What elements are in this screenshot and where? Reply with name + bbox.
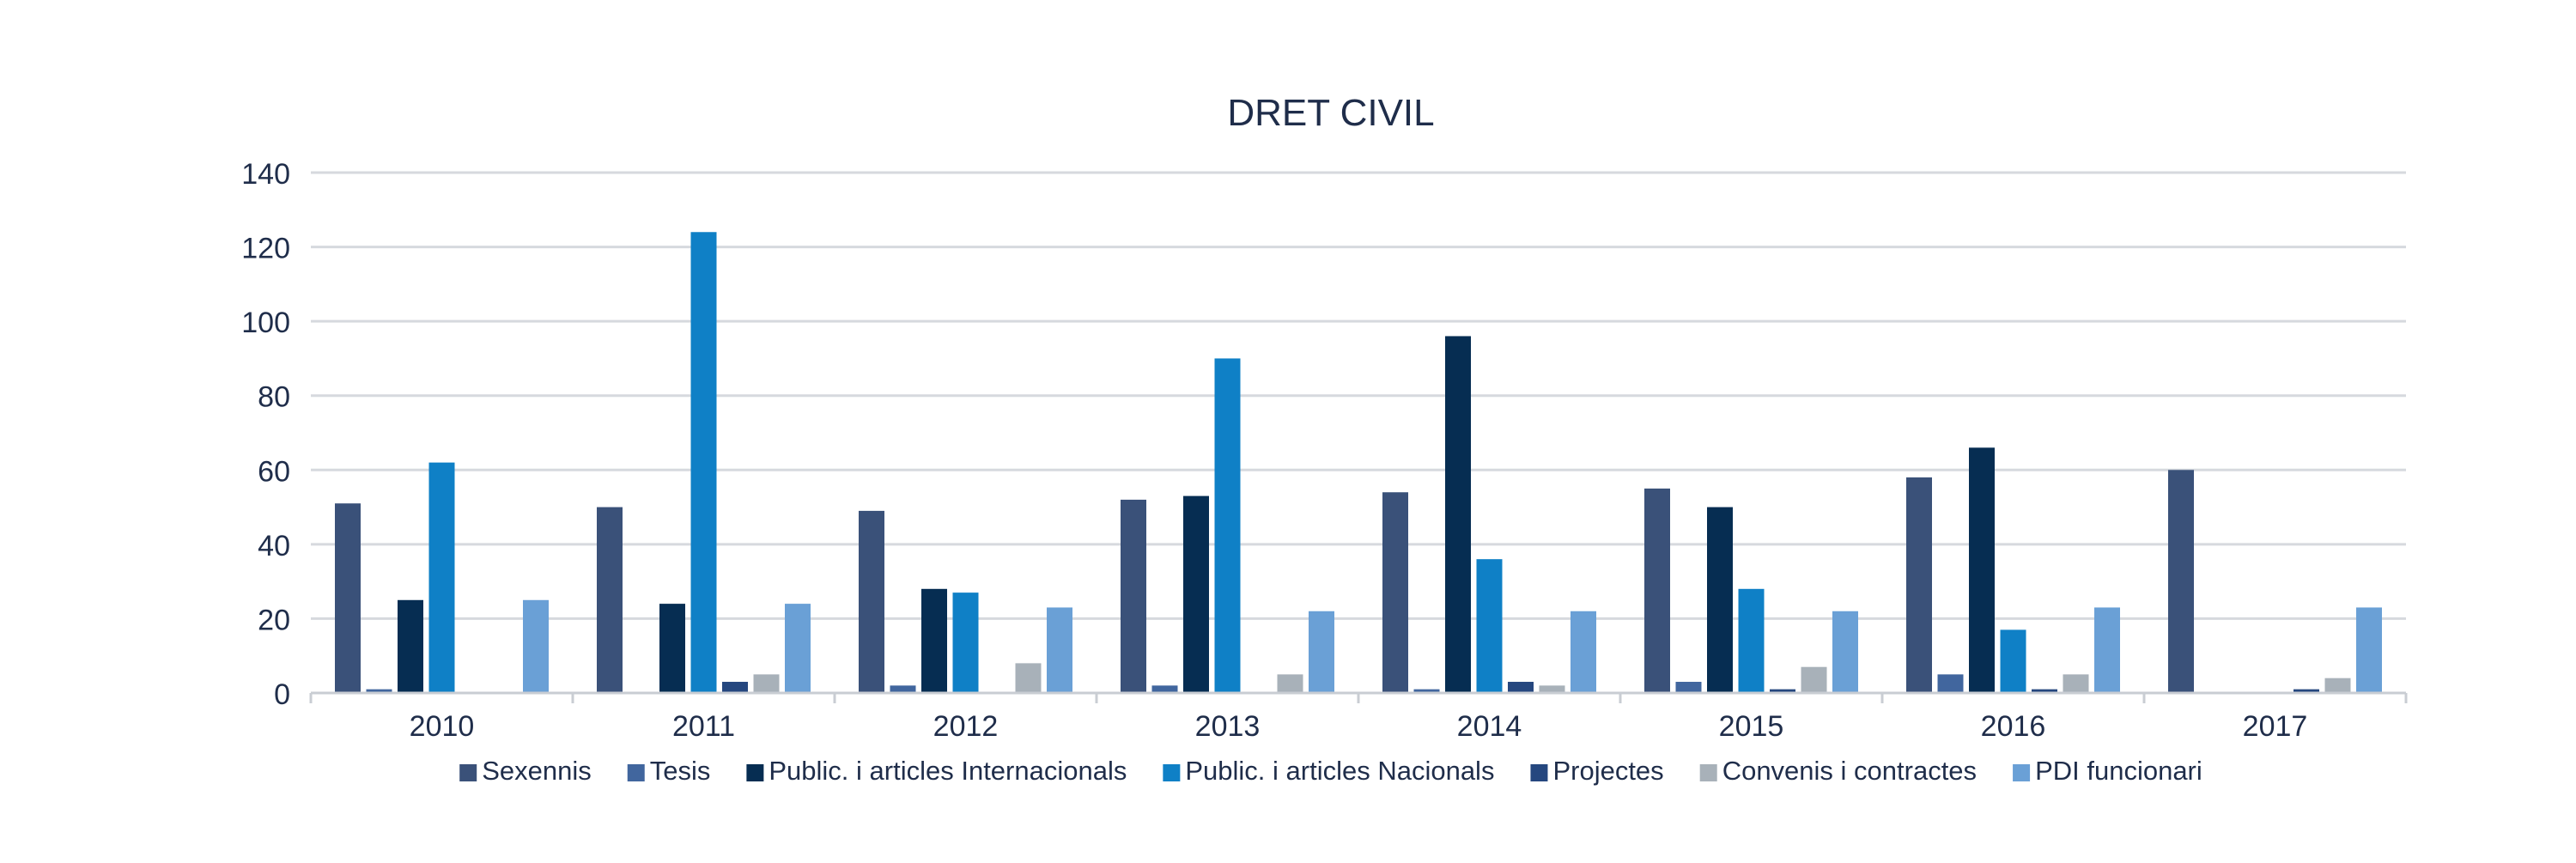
bar bbox=[1539, 685, 1565, 693]
bar bbox=[1214, 358, 1241, 693]
bar bbox=[2063, 674, 2089, 693]
y-axis: 0 20 40 60 80 100 120 140 bbox=[241, 158, 290, 711]
bar bbox=[1047, 607, 1072, 693]
bar bbox=[1675, 682, 1702, 693]
legend-swatch bbox=[1163, 764, 1181, 781]
bar bbox=[1571, 611, 1596, 693]
chart-title: DRET CIVIL bbox=[1227, 92, 1434, 134]
legend-swatch bbox=[627, 764, 645, 781]
bar bbox=[1906, 477, 1932, 693]
bar bbox=[428, 462, 455, 693]
y-tick-label: 20 bbox=[258, 604, 290, 636]
legend-swatch bbox=[1530, 764, 1548, 781]
bar bbox=[2324, 678, 2351, 693]
bar bbox=[859, 510, 884, 693]
y-tick-label: 140 bbox=[241, 158, 290, 191]
bar bbox=[1309, 611, 1334, 693]
bar bbox=[921, 588, 947, 693]
y-tick-label: 0 bbox=[274, 678, 290, 711]
bar bbox=[2032, 689, 2057, 693]
bar bbox=[1445, 336, 1471, 693]
x-tick-label: 2015 bbox=[1719, 710, 1784, 743]
legend-swatch bbox=[1699, 764, 1717, 781]
bar bbox=[659, 604, 685, 693]
bar bbox=[1832, 611, 1858, 693]
bar bbox=[1801, 666, 1827, 693]
bar bbox=[1937, 674, 1964, 693]
gridlines bbox=[311, 171, 2406, 695]
bar bbox=[1277, 674, 1303, 693]
bar bbox=[2094, 607, 2120, 693]
legend-label: Sexennis bbox=[482, 756, 592, 786]
bar bbox=[785, 604, 811, 693]
bar bbox=[1151, 685, 1178, 693]
legend-swatch bbox=[2013, 764, 2031, 781]
legend-label: Tesis bbox=[650, 756, 711, 786]
bar bbox=[2356, 607, 2382, 693]
bar bbox=[1969, 447, 1995, 693]
bar bbox=[1183, 495, 1209, 693]
legend-label: PDI funcionari bbox=[2035, 756, 2202, 786]
bar bbox=[890, 685, 916, 693]
legend-label: Public. i articles Nacionals bbox=[1185, 756, 1494, 786]
bar bbox=[523, 599, 549, 693]
bar bbox=[753, 674, 780, 693]
bar bbox=[1508, 682, 1534, 693]
bar bbox=[398, 599, 423, 693]
bar bbox=[335, 503, 361, 693]
bar bbox=[1770, 689, 1795, 693]
bar bbox=[2168, 470, 2194, 693]
legend-swatch bbox=[746, 764, 764, 781]
bar bbox=[1738, 588, 1765, 693]
y-tick-label: 120 bbox=[241, 233, 290, 265]
bar bbox=[722, 682, 748, 693]
y-tick-label: 40 bbox=[258, 530, 290, 562]
x-tick-label: 2016 bbox=[1981, 710, 2046, 743]
legend: Sexennis Tesis Public. i articles Internac… bbox=[459, 756, 2202, 786]
y-tick-label: 100 bbox=[241, 307, 290, 339]
legend-label: Convenis i contractes bbox=[1722, 756, 1977, 786]
x-tick-label: 2013 bbox=[1195, 710, 1261, 743]
bar bbox=[690, 232, 717, 693]
x-tick-label: 2010 bbox=[410, 710, 475, 743]
x-tick-label: 2011 bbox=[672, 710, 735, 743]
bar bbox=[597, 507, 623, 693]
bar bbox=[1476, 559, 1503, 693]
bar bbox=[1413, 689, 1440, 693]
y-tick-label: 60 bbox=[258, 455, 290, 488]
bar bbox=[366, 689, 392, 693]
legend-label: Public. i articles Internacionals bbox=[769, 756, 1127, 786]
bar bbox=[2293, 689, 2319, 693]
x-tick-label: 2017 bbox=[2243, 710, 2308, 743]
x-axis: 2010 2011 2012 2013 2014 2015 2016 2017 bbox=[309, 691, 2408, 743]
x-tick-label: 2014 bbox=[1457, 710, 1522, 743]
legend-swatch bbox=[459, 764, 477, 781]
legend-label: Projectes bbox=[1552, 756, 1663, 786]
bar bbox=[952, 593, 979, 693]
bar bbox=[1121, 499, 1146, 693]
y-tick-label: 80 bbox=[258, 381, 290, 414]
bar bbox=[1707, 507, 1733, 693]
bar bbox=[1015, 663, 1042, 693]
bar bbox=[1644, 488, 1670, 693]
bars bbox=[335, 232, 2382, 693]
bar bbox=[2000, 629, 2026, 693]
x-tick-label: 2012 bbox=[933, 710, 999, 743]
bar bbox=[1382, 492, 1408, 693]
